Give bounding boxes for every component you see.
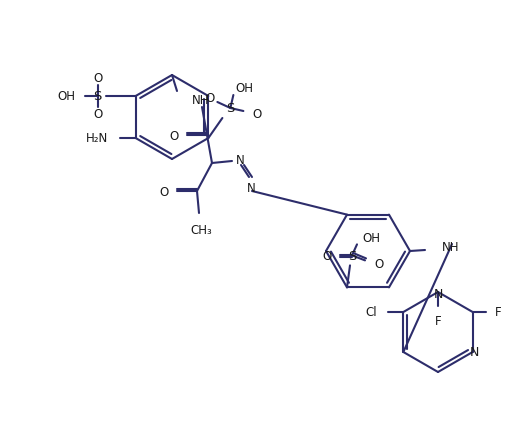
Text: S: S [226, 102, 234, 115]
Text: O: O [206, 92, 215, 105]
Text: S: S [348, 249, 356, 262]
Text: OH: OH [235, 82, 253, 95]
Text: NH: NH [192, 94, 210, 107]
Text: N: N [247, 181, 255, 194]
Text: O: O [170, 129, 179, 142]
Text: S: S [94, 90, 102, 103]
Text: N: N [236, 154, 244, 167]
Text: O: O [323, 249, 332, 262]
Text: O: O [93, 72, 103, 85]
Text: N: N [434, 288, 442, 301]
Text: H₂N: H₂N [85, 132, 108, 145]
Text: O: O [374, 257, 383, 270]
Text: OH: OH [362, 231, 380, 244]
Text: F: F [435, 314, 441, 327]
Text: OH: OH [58, 90, 76, 103]
Text: Cl: Cl [366, 306, 378, 319]
Text: O: O [253, 107, 262, 120]
Text: O: O [160, 185, 169, 198]
Text: CH₃: CH₃ [190, 224, 212, 236]
Text: F: F [495, 306, 501, 319]
Text: N: N [470, 346, 479, 359]
Text: O: O [93, 108, 103, 121]
Text: NH: NH [442, 241, 460, 254]
